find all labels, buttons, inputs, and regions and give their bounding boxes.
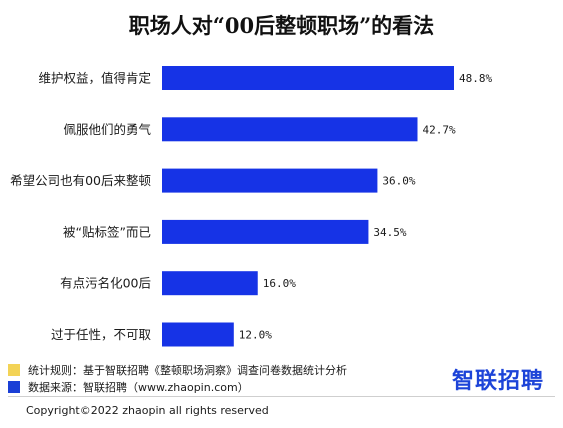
bar xyxy=(162,271,258,296)
zhaopin-logo: 智联招聘 xyxy=(452,369,545,394)
note-square-icon xyxy=(8,364,20,376)
bar xyxy=(162,168,378,193)
footer-source-row: 数据来源：智联招聘（www.zhaopin.com） xyxy=(8,380,249,394)
category-label: 被“贴标签”而已 xyxy=(63,224,151,239)
value-label: 36.0% xyxy=(382,175,415,188)
footer-note-row: 统计规则：基于智联招聘《整顿职场洞察》调查问卷数据统计分析 xyxy=(8,363,347,377)
category-label: 维护权益，值得肯定 xyxy=(38,71,151,86)
value-label: 12.0% xyxy=(239,329,272,342)
chart-title: 职场人对“00后整顿职场”的看法 xyxy=(128,13,435,38)
footer-note: 统计规则：基于智联招聘《整顿职场洞察》调查问卷数据统计分析 xyxy=(28,364,347,377)
category-label: 过于任性，不可取 xyxy=(51,327,152,342)
value-label: 42.7% xyxy=(423,123,456,136)
category-label: 希望公司也有00后来整顿 xyxy=(10,173,151,188)
footer-divider xyxy=(8,396,555,397)
bar xyxy=(162,219,369,244)
bar xyxy=(162,66,454,90)
value-label: 48.8% xyxy=(459,72,492,85)
source-square-icon xyxy=(8,381,20,393)
footer-source: 数据来源：智联招聘（www.zhaopin.com） xyxy=(28,381,249,394)
value-label: 16.0% xyxy=(263,277,296,290)
bar xyxy=(162,117,418,142)
copyright-text: Copyright©2022 zhaopin all rights reserv… xyxy=(26,404,269,417)
bar xyxy=(162,322,234,347)
bar-chart: 维护权益，值得肯定 48.8% 佩服他们的勇气 42.7% 希望公司也有00后来整顿 36… xyxy=(10,66,492,347)
category-label: 有点污名化00后 xyxy=(60,276,151,291)
value-label: 34.5% xyxy=(373,226,406,239)
category-label: 佩服他们的勇气 xyxy=(63,122,151,137)
